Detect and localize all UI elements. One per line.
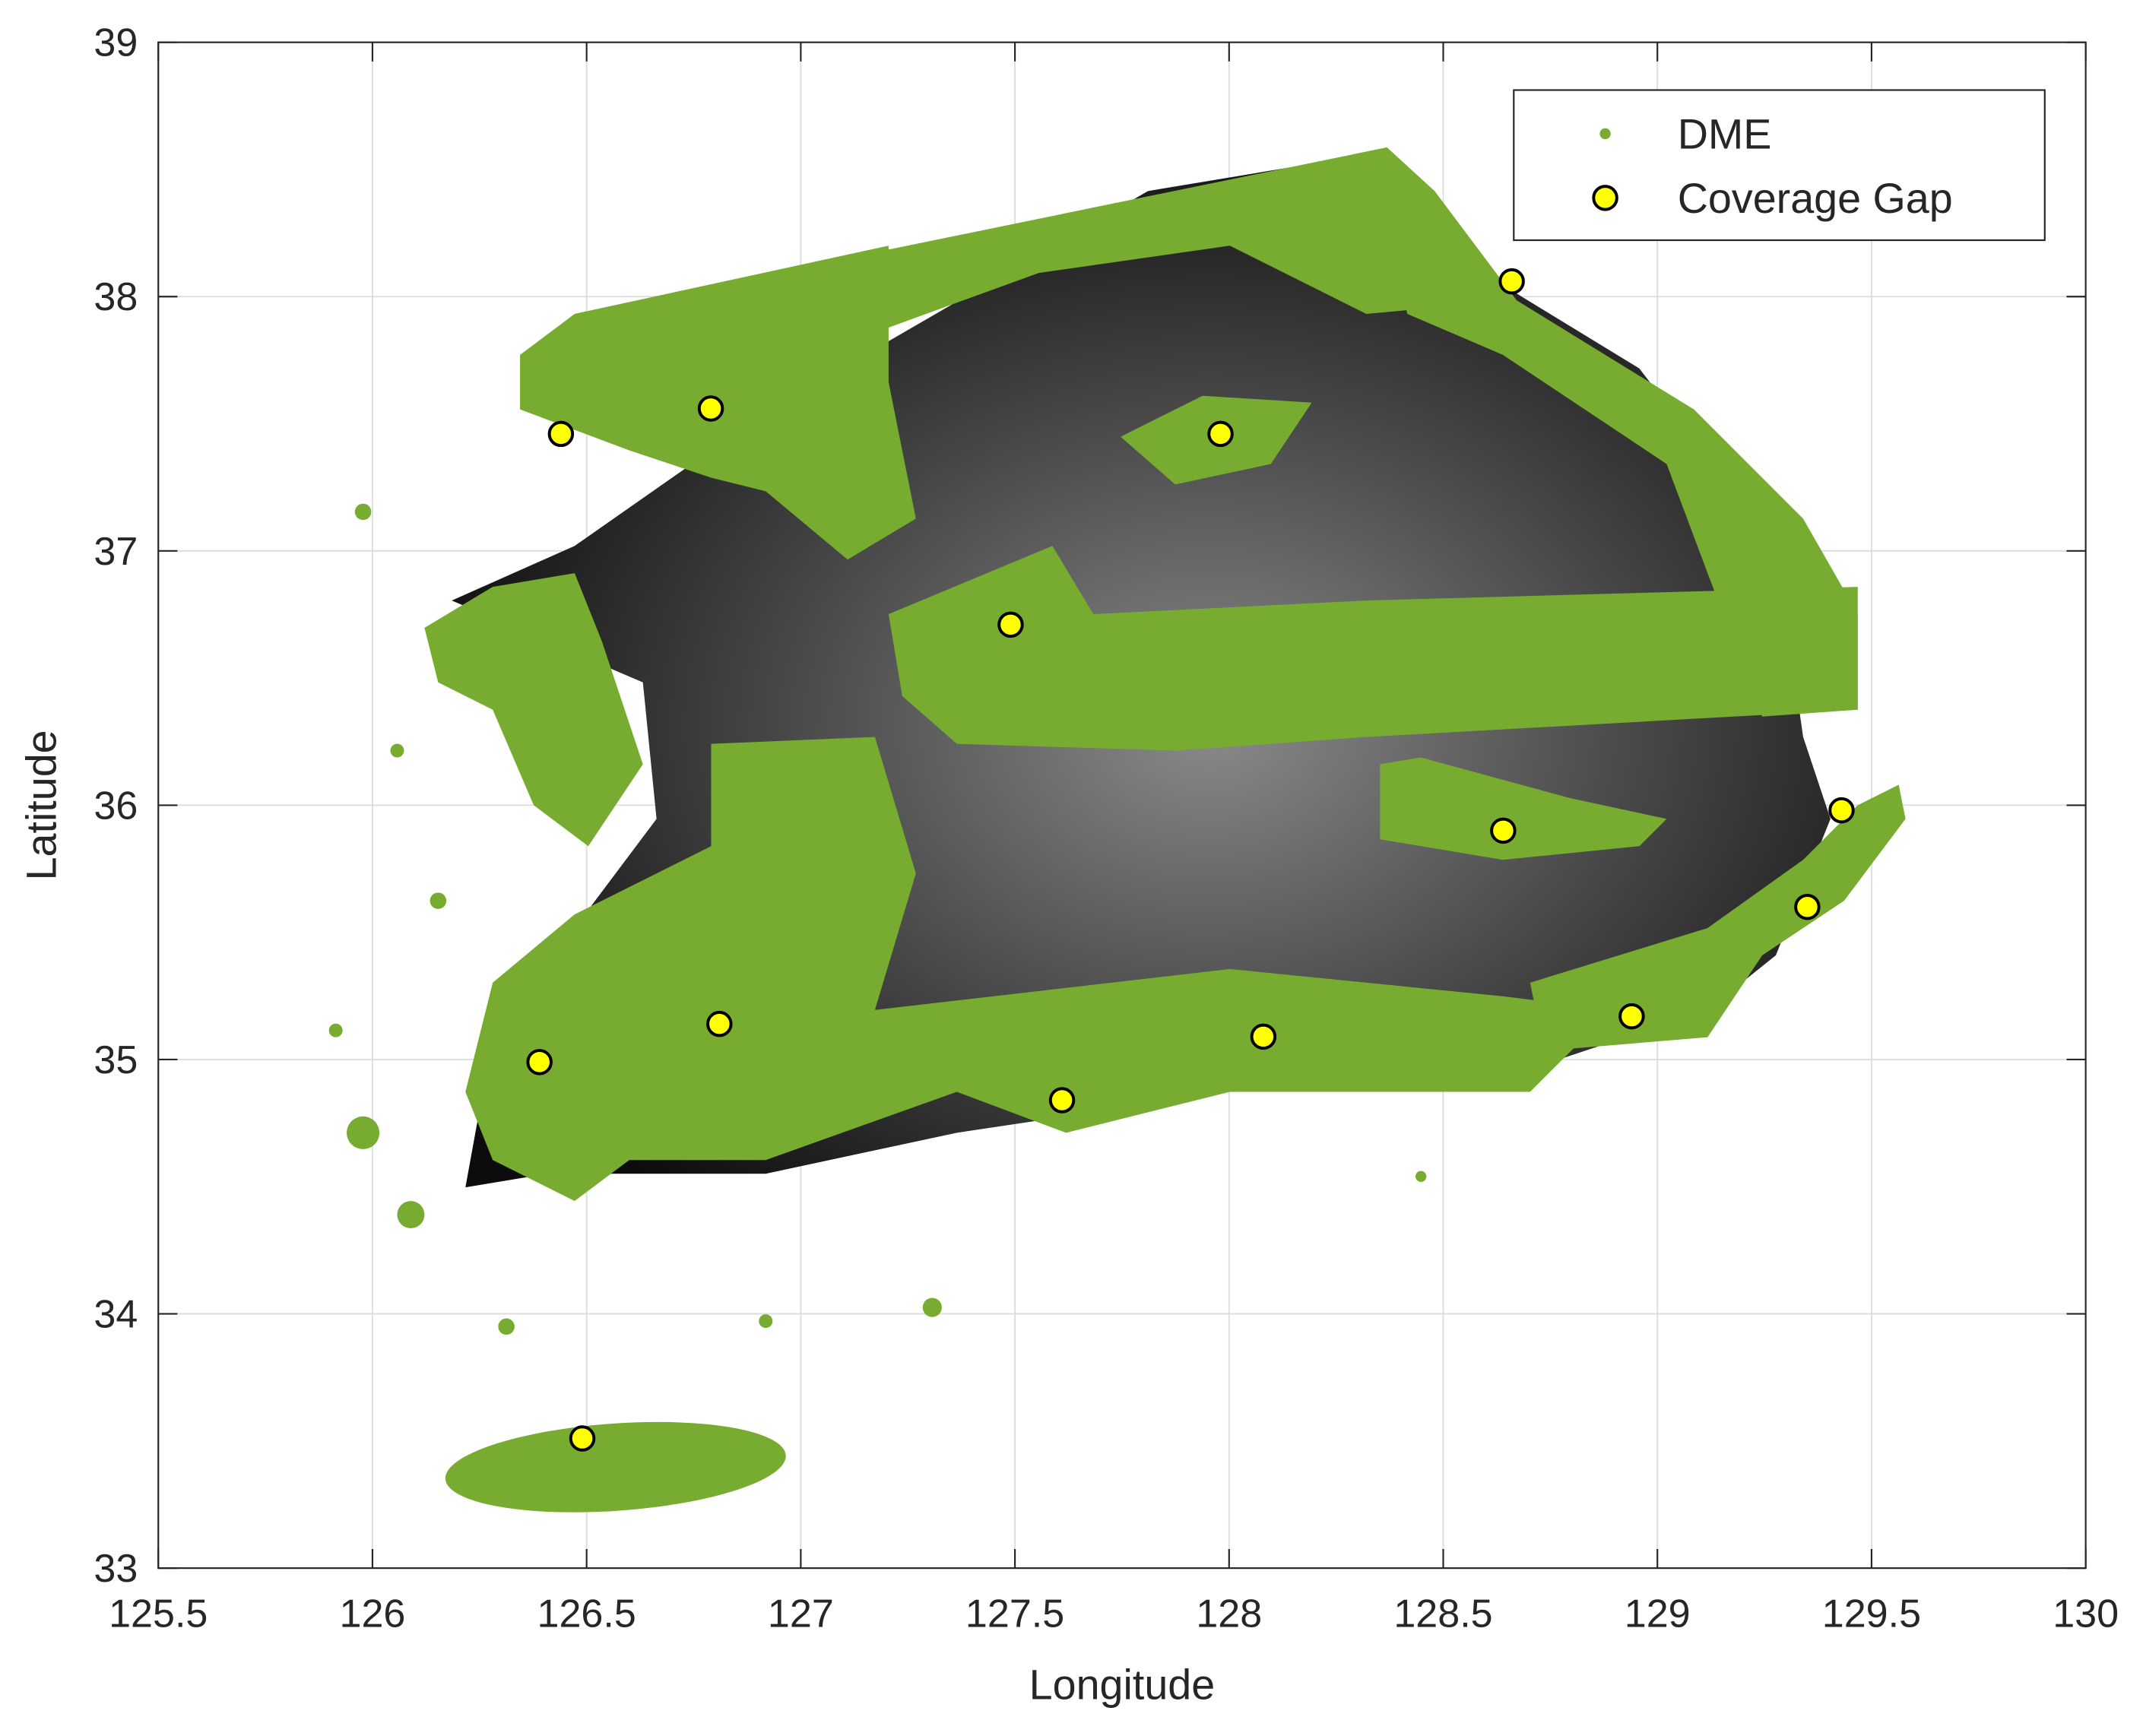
y-tick-label: 37 bbox=[94, 530, 138, 574]
gap-point bbox=[526, 1049, 553, 1075]
dme-area bbox=[390, 743, 404, 758]
gap-point bbox=[706, 1010, 733, 1037]
gap-point bbox=[1490, 817, 1517, 844]
gap-point bbox=[1250, 1023, 1277, 1050]
x-tick-label: 129.5 bbox=[1822, 1592, 1921, 1636]
x-tick-label: 129 bbox=[1625, 1592, 1691, 1636]
dme-area bbox=[328, 1023, 343, 1037]
x-tick-label: 126.5 bbox=[537, 1592, 636, 1636]
gap-point bbox=[1207, 420, 1234, 448]
dme-area bbox=[354, 503, 372, 521]
x-tick-label: 128 bbox=[1196, 1592, 1262, 1636]
x-tick-label: 127.5 bbox=[965, 1592, 1064, 1636]
gap-point bbox=[1794, 893, 1821, 920]
dme-area bbox=[1415, 1171, 1427, 1182]
ticks: 125.5 126 126.5 127 127.5 128 128.5 129 129.5 130… bbox=[94, 21, 2119, 1636]
legend-marker bbox=[1599, 128, 1611, 140]
x-tick-label: 128.5 bbox=[1393, 1592, 1492, 1636]
dme-area bbox=[759, 1314, 773, 1329]
legend-marker bbox=[1592, 185, 1618, 211]
gap-point bbox=[697, 395, 724, 422]
dme-area bbox=[574, 147, 1517, 328]
y-tick-label: 39 bbox=[94, 21, 138, 65]
x-axis-label: Longitude bbox=[1029, 1662, 1216, 1709]
y-axis-label: Latitude bbox=[18, 730, 65, 880]
dme-area bbox=[888, 546, 1858, 751]
x-tick-label: 125.5 bbox=[109, 1592, 208, 1636]
dme-area bbox=[347, 1116, 380, 1149]
x-tick-label: 127 bbox=[768, 1592, 834, 1636]
dme-area bbox=[445, 1421, 786, 1513]
gap-point bbox=[547, 420, 575, 448]
legend-label: Coverage Gap bbox=[1678, 175, 1953, 222]
legend: DME Coverage Gap bbox=[1513, 89, 2046, 242]
dme-area bbox=[922, 1297, 942, 1317]
gap-point bbox=[1828, 797, 1855, 824]
x-tick-label: 126 bbox=[340, 1592, 406, 1636]
dme-area bbox=[430, 892, 447, 909]
gap-point bbox=[997, 611, 1024, 638]
data-marks bbox=[526, 268, 1855, 1452]
gap-point bbox=[1498, 268, 1525, 295]
legend-label: DME bbox=[1678, 111, 1772, 158]
gap-point bbox=[569, 1425, 596, 1452]
y-tick-label: 36 bbox=[94, 784, 138, 828]
y-tick-label: 33 bbox=[94, 1547, 138, 1591]
dme-area bbox=[465, 737, 1612, 1202]
dme-area bbox=[1380, 757, 1667, 860]
y-tick-label: 34 bbox=[94, 1293, 138, 1337]
y-tick-label: 38 bbox=[94, 275, 138, 319]
gap-point bbox=[1048, 1087, 1076, 1114]
legend-box bbox=[1513, 89, 2046, 242]
gap-point bbox=[1618, 1003, 1645, 1030]
dme-area bbox=[498, 1318, 515, 1335]
dme-area bbox=[424, 573, 643, 847]
dme-area bbox=[1530, 784, 1906, 1051]
y-tick-label: 35 bbox=[94, 1038, 138, 1082]
dme-area bbox=[397, 1201, 425, 1229]
x-tick-label: 130 bbox=[2053, 1592, 2119, 1636]
